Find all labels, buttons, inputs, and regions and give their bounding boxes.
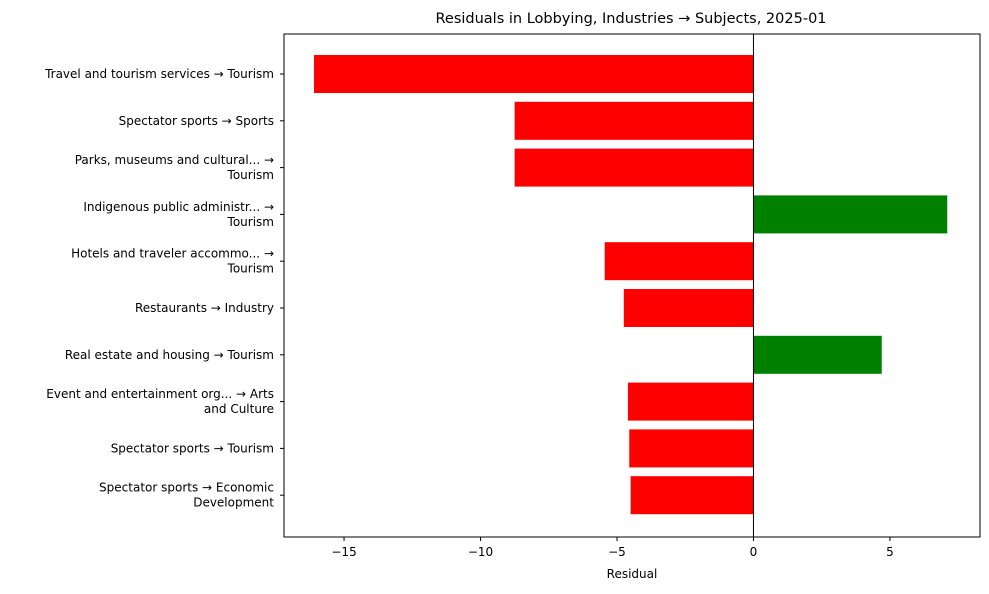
y-tick-label-3: Parks, museums and cultural... → Tourism [75, 153, 274, 182]
bar-8 [627, 382, 754, 421]
y-tick-label-line: Event and entertainment org... → Arts [46, 387, 274, 401]
y-tick-label-6: Restaurants → Industry [135, 301, 274, 315]
y-tick-label-1: Travel and tourism services → Tourism [44, 67, 274, 81]
y-tick-label-2: Spectator sports → Sports [119, 114, 274, 128]
bar-6 [623, 289, 754, 327]
y-tick-label-4: Indigenous public administr... → Tourism [83, 200, 274, 229]
bar-4 [753, 195, 948, 234]
y-tick-label-line: Hotels and traveler accommo... → [71, 247, 274, 261]
chart-title: Residuals in Lobbying, Industries → Subj… [435, 11, 826, 27]
y-tick-label-line: Indigenous public administr... → [83, 200, 274, 214]
x-axis-label: Residual [607, 567, 658, 581]
x-axis-ticks: −15 −10 −5 0 5 [331, 537, 894, 559]
y-tick-label-line: Development [193, 496, 274, 510]
y-tick-label-line: and Culture [204, 402, 274, 416]
y-tick-label-8: Event and entertainment org... → Arts and… [46, 387, 274, 416]
y-tick-label-line: Spectator sports → Tourism [111, 441, 274, 455]
y-tick-label-line: Tourism [227, 215, 274, 229]
y-tick-label-line: Travel and tourism services → Tourism [44, 67, 274, 81]
y-tick-label-line: Tourism [227, 262, 274, 276]
y-tick-label-line: Restaurants → Industry [135, 301, 274, 315]
bar-9 [629, 429, 754, 468]
bars-layer [314, 34, 948, 537]
bar-10 [630, 476, 754, 515]
x-tick-label-2: −10 [468, 545, 493, 559]
plot-frame [283, 33, 981, 538]
y-tick-label-line: Real estate and housing → Tourism [65, 348, 274, 362]
y-tick-labels: Travel and tourism services → Tourism Spe… [44, 67, 284, 510]
bar-1 [314, 55, 754, 93]
y-tick-label-9: Spectator sports → Tourism [111, 441, 274, 455]
y-tick-label-line: Spectator sports → Sports [119, 114, 274, 128]
y-tick-label-line: Parks, museums and cultural... → [75, 153, 274, 167]
bar-3 [514, 148, 754, 187]
x-tick-label-4: 0 [750, 545, 758, 559]
x-tick-label-5: 5 [886, 545, 894, 559]
bar-2 [514, 101, 754, 140]
x-tick-label-3: −5 [608, 545, 626, 559]
bar-5 [604, 242, 754, 281]
y-tick-label-7: Real estate and housing → Tourism [65, 348, 274, 362]
x-tick-label-1: −15 [331, 545, 356, 559]
bar-7 [753, 335, 882, 374]
y-tick-label-line: Spectator sports → Economic [99, 481, 274, 495]
y-tick-label-5: Hotels and traveler accommo... → Tourism [71, 247, 274, 276]
y-tick-label-10: Spectator sports → Economic Development [99, 481, 274, 510]
y-tick-label-line: Tourism [227, 168, 274, 182]
